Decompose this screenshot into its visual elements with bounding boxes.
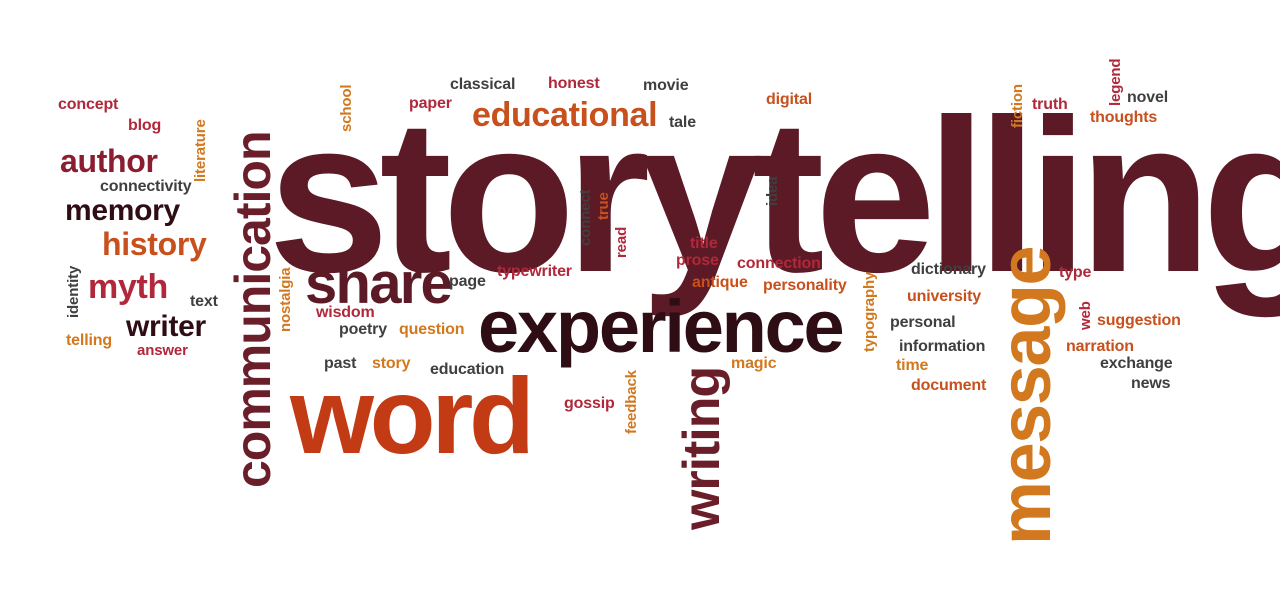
word-experience: experience [478,285,845,368]
word-storytelling: storytelling [268,75,1280,318]
word-tale: tale [669,114,696,131]
word-typewriter: typewriter [497,263,572,280]
word-time: time [896,357,929,374]
word-past: past [324,355,357,372]
word-fiction: fiction [1009,84,1026,128]
word-honest: honest [548,75,600,92]
word-page: page [449,273,486,290]
word-text: text [190,293,218,310]
word-type: type [1059,264,1092,281]
word-question: question [399,321,465,338]
word-typography: typography [861,271,878,352]
word-writing: writing [673,366,731,530]
word-communication: communication [225,131,281,488]
word-connectivity: connectivity [100,178,192,195]
word-true: true [595,192,612,220]
word-connect: connect [577,189,594,246]
word-novel: novel [1127,89,1168,106]
word-antique: antique [692,274,748,291]
word-gossip: gossip [564,395,615,412]
word-news: news [1131,375,1171,392]
word-truth: truth [1032,96,1068,113]
word-dictionary: dictionary [911,261,986,278]
word-exchange: exchange [1100,355,1173,372]
word-web: web [1077,301,1094,330]
word-literature: literature [192,119,209,182]
word-feedback: feedback [623,370,640,434]
word-information: information [899,338,986,355]
word-document: document [911,377,987,394]
word-movie: movie [643,77,689,94]
word-idea: idea [764,176,781,206]
word-narration: narration [1066,338,1134,355]
word-poetry: poetry [339,321,387,338]
word-blog: blog [128,117,162,134]
word-university: university [907,288,981,305]
word-digital: digital [766,91,812,108]
word-nostalgia: nostalgia [277,267,294,333]
word-classical: classical [450,76,516,93]
word-title: title [690,235,718,252]
word-education: education [430,361,505,378]
word-personal: personal [890,314,956,331]
word-prose: prose [676,252,719,269]
word-connection: connection [737,255,821,272]
word-author: author [60,143,158,179]
word-read: read [613,226,630,258]
word-identity: identity [65,265,82,318]
word-suggestion: suggestion [1097,312,1181,329]
word-word: word [290,355,535,476]
word-share: share [305,251,453,316]
word-paper: paper [409,95,452,112]
word-history: history [102,226,207,262]
word-legend: legend [1107,58,1124,106]
word-story: story [372,355,411,372]
word-school: school [338,84,355,132]
word-writer: writer [126,310,206,343]
word-telling: telling [66,332,112,349]
word-personality: personality [763,277,847,294]
word-thoughts: thoughts [1090,109,1158,126]
word-answer: answer [137,342,188,359]
word-concept: concept [58,96,119,113]
word-myth: myth [88,268,168,306]
word-memory: memory [65,194,180,227]
word-magic: magic [731,355,777,372]
word-educational: educational [472,96,658,134]
word-wisdom: wisdom [316,304,375,321]
word-message: message [986,246,1066,545]
